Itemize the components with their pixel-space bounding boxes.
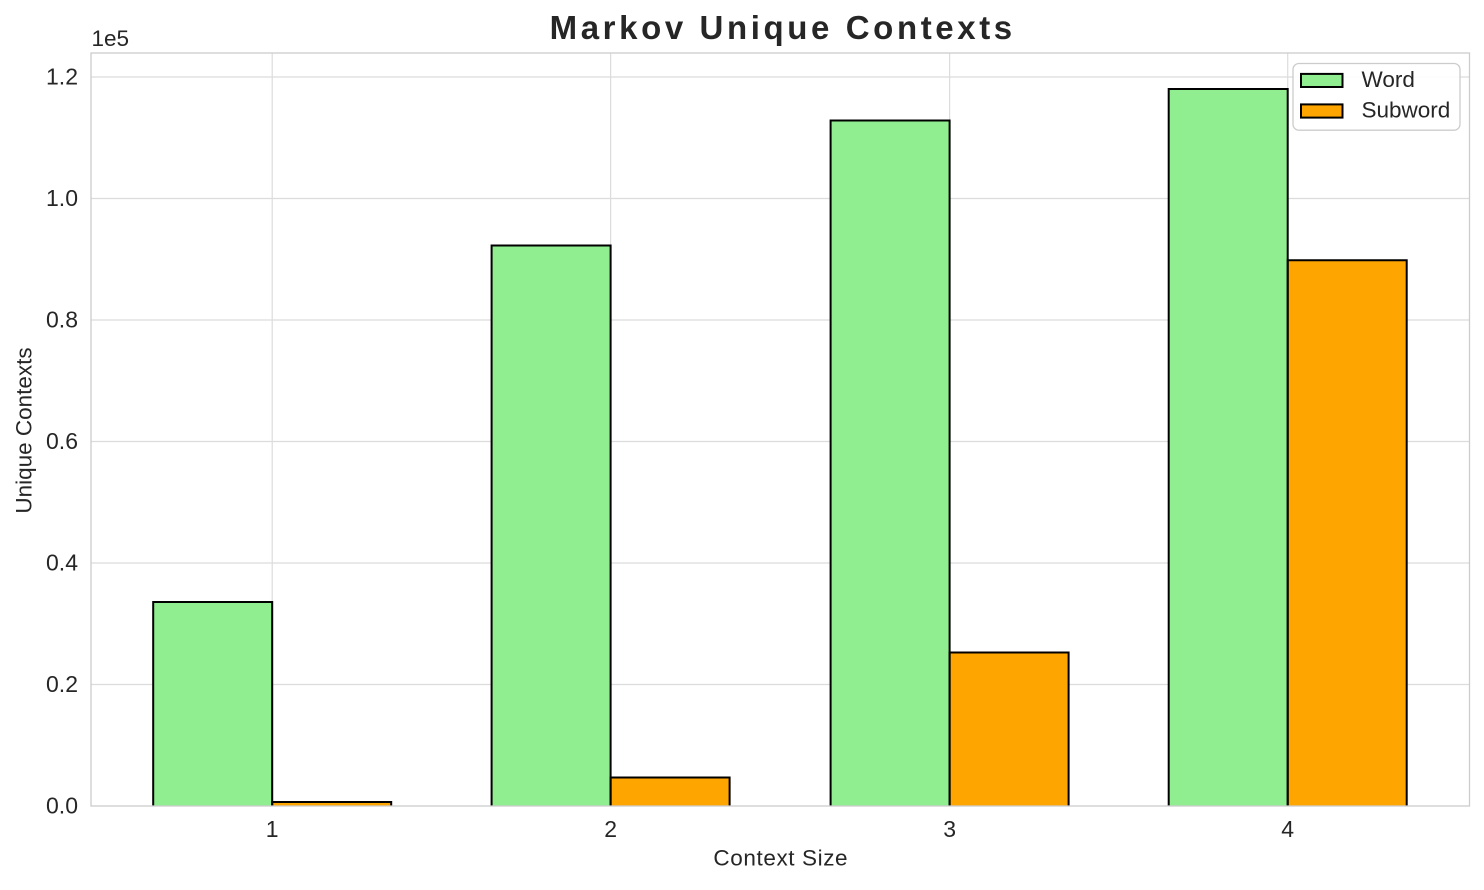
svg-text:Subword: Subword: [1362, 98, 1451, 123]
svg-text:0.8: 0.8: [46, 307, 78, 333]
svg-text:Word: Word: [1362, 67, 1415, 92]
svg-text:Unique Contexts: Unique Contexts: [12, 347, 37, 513]
svg-text:4: 4: [1281, 816, 1294, 842]
svg-text:0.0: 0.0: [46, 793, 78, 819]
svg-text:2: 2: [604, 816, 617, 842]
svg-text:1.0: 1.0: [46, 185, 78, 211]
svg-text:1.2: 1.2: [46, 64, 78, 90]
svg-text:Markov Unique Contexts: Markov Unique Contexts: [550, 9, 1016, 46]
svg-text:1e5: 1e5: [92, 26, 130, 51]
svg-text:0.2: 0.2: [46, 671, 78, 697]
svg-text:0.6: 0.6: [46, 428, 78, 454]
svg-text:1: 1: [266, 816, 279, 842]
svg-text:3: 3: [943, 816, 956, 842]
svg-text:Context Size: Context Size: [713, 846, 848, 871]
svg-text:0.4: 0.4: [46, 550, 78, 576]
